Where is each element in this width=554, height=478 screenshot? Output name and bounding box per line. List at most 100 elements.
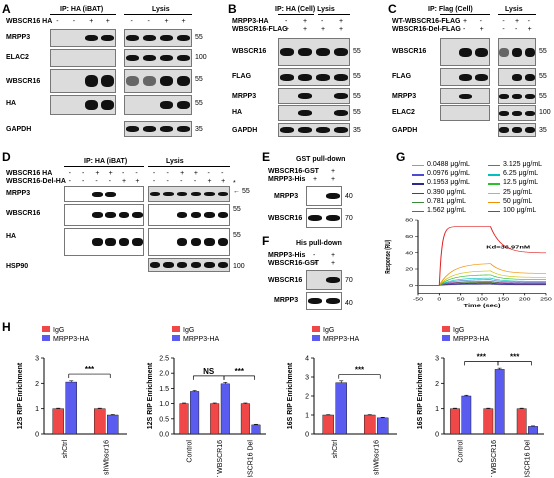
blot-band xyxy=(190,262,202,268)
panel-e-header: GST pull-down xyxy=(296,156,346,163)
blot-band xyxy=(176,34,191,42)
condition-sign: + xyxy=(303,26,308,33)
panel-b-ip-header: IP: HA (Cell) Lysis xyxy=(275,6,335,13)
legend-label: 25 μg/mL xyxy=(503,188,533,196)
blot-band xyxy=(176,212,188,218)
legend-swatch xyxy=(442,335,450,341)
condition-sign: - xyxy=(446,26,449,33)
blot-a-elac2-lysis xyxy=(124,49,192,67)
legend-label: IgG xyxy=(323,327,334,334)
blot-band xyxy=(279,127,294,133)
condition-sign: + xyxy=(89,18,94,25)
blot-d-wbscr16-lysis xyxy=(148,204,230,226)
x-tick-label: 100 xyxy=(476,297,489,302)
bar xyxy=(107,414,119,435)
blot-band xyxy=(176,262,188,268)
blot-band xyxy=(142,76,157,86)
blot-band xyxy=(315,73,330,81)
legend-label: IgG xyxy=(453,327,464,334)
kd-annotation: Kd=36.97nM xyxy=(486,245,530,250)
x-tick-label: 250 xyxy=(540,297,552,302)
blot-b-flag xyxy=(278,68,350,86)
panel-label-h: H xyxy=(2,320,11,334)
blot-band xyxy=(333,48,348,56)
panel-f-header: His pull-down xyxy=(296,240,342,247)
blot-band xyxy=(499,47,510,57)
legend-swatch xyxy=(172,335,180,341)
blot-band xyxy=(325,193,340,199)
blot-c-gapdh-ip xyxy=(440,123,490,137)
panel-a-blot-label: HA xyxy=(6,100,17,107)
blot-band xyxy=(512,127,522,133)
panel-a-condition-label: WBSCR16 HA xyxy=(6,18,53,25)
blot-band xyxy=(190,238,202,246)
panel-label-g: G xyxy=(396,150,406,164)
mw-marker: 100 xyxy=(195,54,207,61)
legend-swatch xyxy=(488,165,500,167)
bar xyxy=(322,414,334,435)
category-label: shCtrl xyxy=(332,440,339,459)
rip-chart-12s-rescue: IgG MRPP3-HA 0.0 0.5 1.0 1.5 2.0 2.5 12S RIP Enr… xyxy=(147,326,266,477)
bar xyxy=(220,383,230,435)
panel-label-d: D xyxy=(2,150,11,164)
panel-a-blot-label: ELAC2 xyxy=(6,54,29,61)
panel-d-condition-label: WBSCR16 HA xyxy=(6,170,53,177)
condition-sign: + xyxy=(285,26,290,33)
condition-sign: - xyxy=(515,26,518,33)
blot-d-hsp90-lysis xyxy=(148,258,230,272)
category-label: WT WBSCR16 xyxy=(217,440,224,477)
blot-band xyxy=(176,101,191,109)
condition-sign: - xyxy=(68,170,71,177)
blot-band xyxy=(333,110,348,116)
mw-marker: 55 xyxy=(195,76,203,83)
blot-band xyxy=(163,262,174,268)
spr-series-line xyxy=(418,226,546,286)
blot-band xyxy=(176,76,191,86)
panel-a-blot-label: MRPP3 xyxy=(6,34,31,41)
legend-label: 0.0488 μg/mL xyxy=(427,161,470,168)
panel-a-lysis-header: Lysis xyxy=(152,6,170,13)
mw-marker: 55 xyxy=(539,48,547,55)
blot-band xyxy=(159,101,174,109)
y-tick-label: 3 xyxy=(305,375,309,382)
category-label: Control xyxy=(186,440,193,463)
legend-label: 12.5 μg/mL xyxy=(503,179,539,187)
y-tick-label: 40 xyxy=(405,251,414,256)
blot-band xyxy=(105,191,116,197)
blot-band xyxy=(279,73,294,81)
bar xyxy=(210,403,220,435)
condition-sign: + xyxy=(463,18,468,25)
blot-a-ha-ip xyxy=(50,95,116,115)
bar xyxy=(52,408,64,435)
blot-band xyxy=(190,212,202,218)
panel-b-blot-label: HA xyxy=(232,109,243,116)
panel-f-condition-label: MRPP3-His xyxy=(268,252,306,259)
blot-band xyxy=(315,127,330,133)
blot-band xyxy=(105,212,116,218)
panel-label-e: E xyxy=(262,150,271,164)
bar xyxy=(190,391,200,435)
panel-label-f: F xyxy=(262,234,270,248)
panel-b-condition-label: WBSCR16-FLAG xyxy=(232,26,288,33)
panel-c-blot-label: WBSCR16 xyxy=(392,48,427,55)
panel-b-blot-label: WBSCR16 xyxy=(232,48,267,55)
rip-chart-16s-knockdown: IgG MRPP3-HA 0 1 2 3 4 16S RIP Enrichment shCtrl… xyxy=(287,326,397,475)
category-label: WBSCR16 Del xyxy=(248,440,255,477)
mw-marker: 55 xyxy=(353,93,361,100)
panel-e-condition-label: MRPP3-His xyxy=(268,176,306,183)
legend-swatch xyxy=(442,326,450,332)
condition-sign: + xyxy=(331,260,336,267)
legend-label: 3.125 μg/mL xyxy=(503,161,543,168)
blot-band xyxy=(297,110,312,116)
condition-sign: - xyxy=(82,170,85,177)
blot-band xyxy=(297,73,312,81)
legend-label: 0.0976 μg/mL xyxy=(427,170,470,178)
mw-marker: 40 xyxy=(345,300,353,307)
y-tick-label: 3 xyxy=(435,356,439,363)
condition-sign: + xyxy=(135,178,140,185)
condition-sign: + xyxy=(331,176,336,183)
blot-band xyxy=(204,192,215,196)
category-label: shCtrl xyxy=(62,440,69,459)
blot-d-mrpp3-lysis xyxy=(148,186,230,202)
x-tick-label: 50 xyxy=(457,297,466,302)
